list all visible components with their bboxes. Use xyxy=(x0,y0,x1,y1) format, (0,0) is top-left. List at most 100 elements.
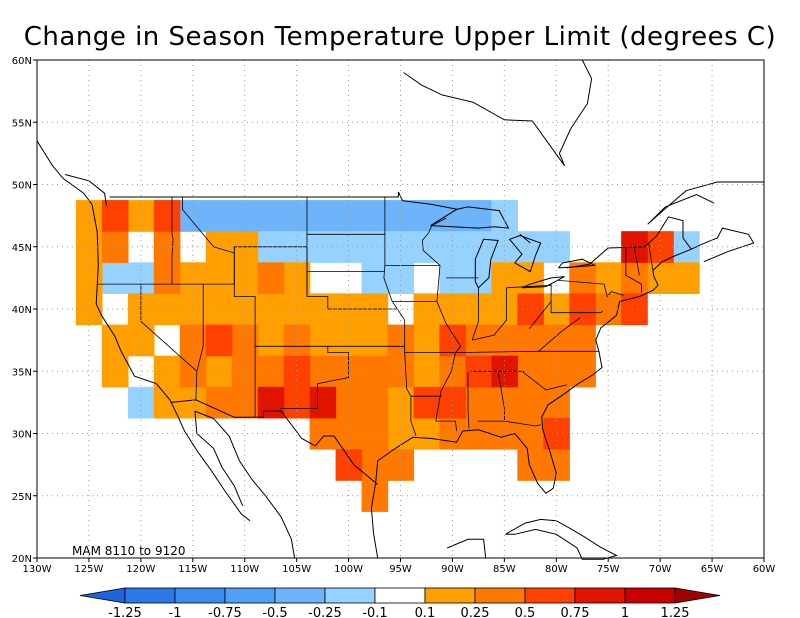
lat-tick-label: 40N xyxy=(12,305,32,316)
grid-cell xyxy=(205,293,233,326)
state-border xyxy=(538,317,581,352)
grid-cell xyxy=(595,262,622,294)
state-border xyxy=(171,197,174,285)
coastline xyxy=(566,216,692,269)
grid-cell xyxy=(309,386,337,419)
lat-tick-label: 25N xyxy=(12,492,32,503)
grid-cell xyxy=(205,355,233,388)
colorbar-label: -0.1 xyxy=(362,606,387,618)
coastline xyxy=(194,411,244,506)
colorbar-label: -0.25 xyxy=(308,606,342,618)
colorbar-label: 1 xyxy=(621,606,629,618)
coastline xyxy=(647,181,764,225)
lat-tick-label: 30N xyxy=(12,430,32,441)
colorbar-label: 0.5 xyxy=(515,606,536,618)
lon-tick-label: 60W xyxy=(753,564,776,575)
colorbar-label: 0.75 xyxy=(561,606,590,618)
coastline xyxy=(194,410,296,559)
grid-cell xyxy=(465,200,492,232)
colorbar: -1.25 -1 -0.75 -0.5 -0.25 -0.1 0.1 0.25 0.5 0.75 1… xyxy=(79,587,721,618)
state-border xyxy=(550,284,604,314)
state-border xyxy=(477,371,505,422)
grid-cell xyxy=(205,200,233,232)
coastline xyxy=(64,174,108,206)
grid-cell xyxy=(257,324,285,357)
lon-tick-label: 110W xyxy=(230,564,259,575)
grid-cell xyxy=(361,449,389,481)
coastline xyxy=(170,399,379,485)
coastline xyxy=(430,206,510,229)
grid-cell xyxy=(179,262,207,294)
coastlines xyxy=(36,59,764,560)
state-border xyxy=(558,280,624,298)
state-border xyxy=(140,284,198,372)
state-border xyxy=(521,370,567,391)
grid-cell xyxy=(465,417,492,450)
grid-cell xyxy=(361,417,389,450)
state-border xyxy=(504,420,541,427)
grid-cell xyxy=(361,324,389,357)
grid-cell xyxy=(673,262,700,294)
lat-tick-label: 35N xyxy=(12,367,32,378)
grid-cell xyxy=(335,449,363,481)
grid-cell xyxy=(491,262,518,294)
grid-cell xyxy=(361,231,389,263)
grid-cell xyxy=(387,386,415,419)
grid-cell xyxy=(257,355,285,388)
graticule xyxy=(37,60,764,558)
colorbar-segment xyxy=(474,587,526,604)
coastline xyxy=(519,233,531,244)
colorbar-segment xyxy=(324,587,376,604)
colorbar-label: 0.1 xyxy=(415,606,436,618)
grid-cell xyxy=(621,262,648,294)
grid-cell xyxy=(231,386,259,419)
lon-tick-label: 85W xyxy=(493,564,516,575)
colorbar-upper-triangle xyxy=(674,587,721,604)
colorbar-segment xyxy=(624,587,676,604)
grid-cell xyxy=(257,293,285,326)
colorbar-segment xyxy=(274,587,326,604)
grid-cell xyxy=(517,293,544,326)
grid-cell xyxy=(153,200,181,232)
coastline xyxy=(521,276,565,289)
colorbar-segment xyxy=(124,587,176,604)
grid-cell xyxy=(387,449,415,481)
state-border xyxy=(435,420,457,432)
grid-cell xyxy=(621,293,648,326)
colorbar-label: -1 xyxy=(169,606,182,618)
colorbar-segment xyxy=(424,587,476,604)
grid-cell xyxy=(101,324,129,357)
lat-tick-label: 55N xyxy=(12,118,32,129)
grid-cell xyxy=(153,262,181,294)
coastline xyxy=(109,191,458,210)
grid-cell xyxy=(257,386,285,419)
colorbar-label: -0.75 xyxy=(208,606,242,618)
season-annotation: MAM 8110 to 9120 xyxy=(72,544,185,558)
coastline xyxy=(403,59,593,167)
state-border xyxy=(472,287,507,341)
lon-tick-label: 65W xyxy=(701,564,724,575)
lon-tick-label: 100W xyxy=(334,564,363,575)
grid-cell xyxy=(387,417,415,450)
lon-tick-label: 105W xyxy=(282,564,311,575)
lon-tick-label: 80W xyxy=(545,564,568,575)
grid-cell xyxy=(543,449,570,481)
coastline xyxy=(36,116,93,205)
grid-cell xyxy=(517,262,544,294)
lon-tick-label: 125W xyxy=(74,564,103,575)
grid-cell xyxy=(309,324,337,357)
colorbar-label: -0.5 xyxy=(262,606,287,618)
state-border xyxy=(506,284,552,289)
lat-tick-label: 20N xyxy=(12,554,32,565)
grid-cell xyxy=(465,324,492,357)
grid-cell xyxy=(413,386,441,419)
colorbar-segment xyxy=(574,587,626,604)
state-border xyxy=(528,301,552,330)
colorbar-segment xyxy=(524,587,576,604)
grid-cell xyxy=(179,293,207,326)
lat-tick-label: 60N xyxy=(12,56,32,67)
grid-cell xyxy=(361,200,389,232)
grid-cell xyxy=(231,262,259,294)
state-border xyxy=(421,217,462,422)
